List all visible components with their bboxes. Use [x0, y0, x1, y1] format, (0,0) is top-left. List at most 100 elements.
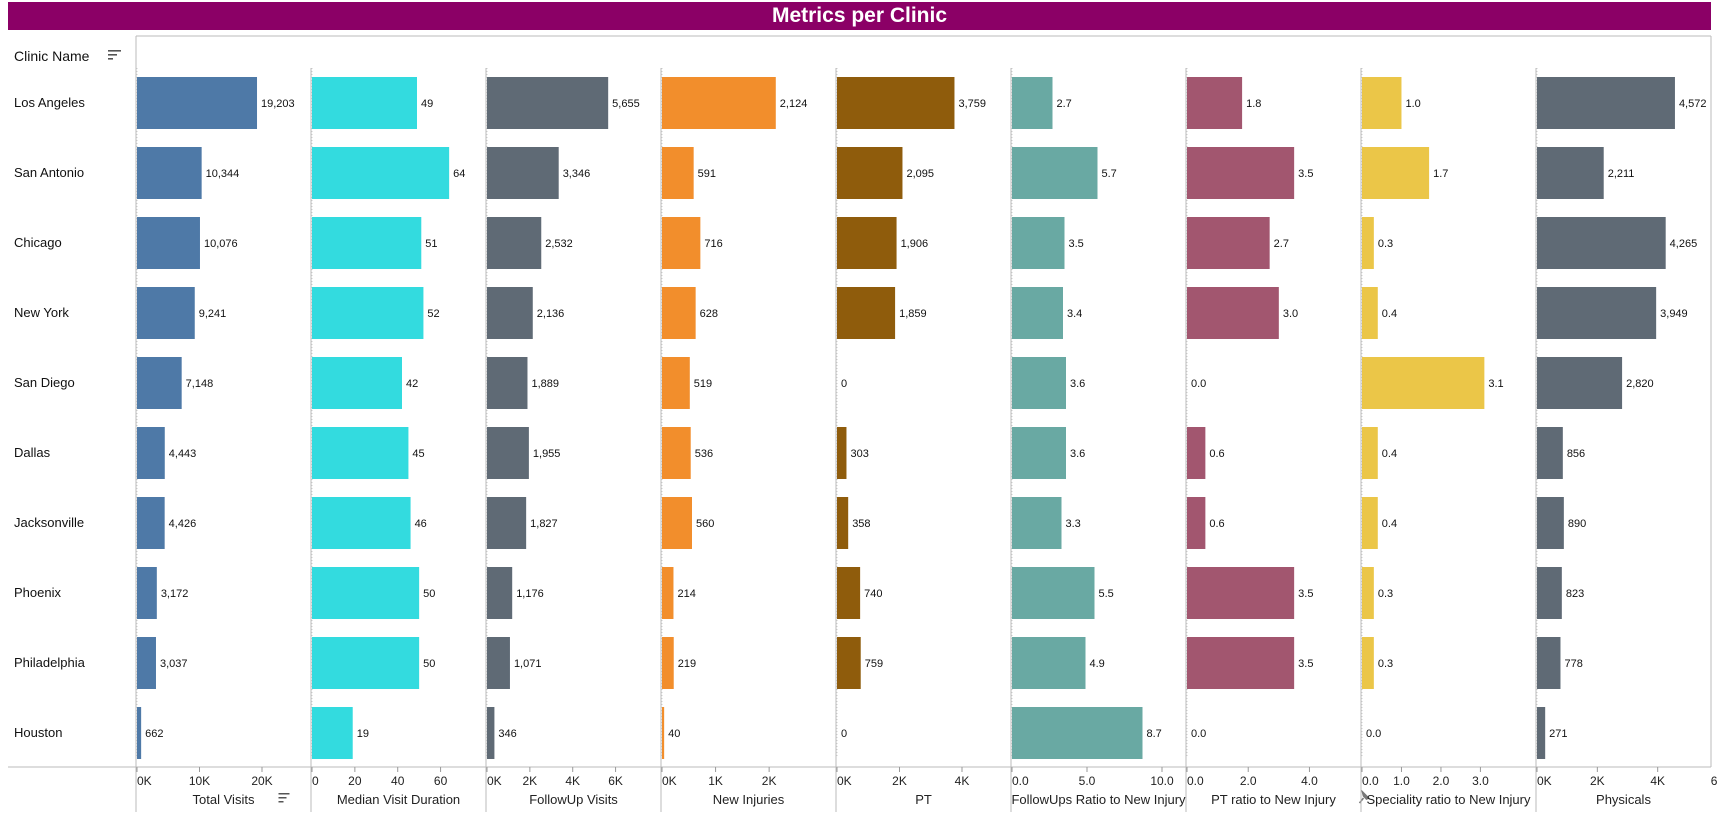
bar[interactable] — [837, 147, 903, 199]
bar[interactable] — [1187, 567, 1295, 619]
bar[interactable] — [1012, 707, 1143, 759]
bar[interactable] — [487, 567, 513, 619]
bar[interactable] — [1362, 77, 1402, 129]
bar[interactable] — [1537, 147, 1604, 199]
tick-label: 0 — [312, 774, 319, 788]
bar[interactable] — [662, 77, 776, 129]
bar[interactable] — [1362, 497, 1378, 549]
bar[interactable] — [487, 637, 510, 689]
bar[interactable] — [1187, 77, 1243, 129]
bar[interactable] — [312, 357, 402, 409]
bar[interactable] — [1012, 637, 1086, 689]
bar[interactable] — [312, 287, 424, 339]
bar[interactable] — [1012, 287, 1063, 339]
bar[interactable] — [487, 287, 533, 339]
bar[interactable] — [1362, 147, 1430, 199]
bar[interactable] — [1362, 287, 1378, 339]
bar[interactable] — [837, 497, 849, 549]
bar[interactable] — [837, 287, 896, 339]
bar[interactable] — [662, 357, 690, 409]
bar[interactable] — [312, 77, 417, 129]
data-label: 52 — [427, 308, 439, 320]
bar[interactable] — [662, 287, 696, 339]
bar[interactable] — [1012, 77, 1053, 129]
bar[interactable] — [662, 217, 701, 269]
bar[interactable] — [1362, 357, 1485, 409]
tick-label: 20 — [348, 774, 362, 788]
bar[interactable] — [1537, 77, 1675, 129]
bar[interactable] — [837, 77, 955, 129]
bar[interactable] — [1537, 497, 1564, 549]
bar[interactable] — [662, 427, 691, 479]
bar[interactable] — [312, 497, 411, 549]
bar[interactable] — [1362, 567, 1374, 619]
bar[interactable] — [312, 147, 450, 199]
bar[interactable] — [1537, 287, 1657, 339]
bar[interactable] — [137, 637, 156, 689]
bar[interactable] — [1012, 497, 1062, 549]
bar[interactable] — [1187, 497, 1206, 549]
bar[interactable] — [137, 77, 258, 129]
bar[interactable] — [312, 637, 420, 689]
bar[interactable] — [137, 427, 165, 479]
bar[interactable] — [1537, 707, 1546, 759]
sort-descending-icon[interactable] — [108, 49, 121, 61]
tick-label: 0K — [662, 774, 677, 788]
bar[interactable] — [1537, 637, 1561, 689]
bar[interactable] — [1362, 217, 1374, 269]
row-label-philadelphia: Philadelphia — [14, 655, 85, 670]
bar[interactable] — [662, 147, 694, 199]
bar[interactable] — [487, 357, 528, 409]
bar[interactable] — [487, 707, 495, 759]
bar[interactable] — [1187, 217, 1270, 269]
bar[interactable] — [837, 217, 897, 269]
bar[interactable] — [137, 287, 195, 339]
bar[interactable] — [137, 497, 165, 549]
bar[interactable] — [662, 567, 674, 619]
bar[interactable] — [487, 147, 559, 199]
bar[interactable] — [1537, 357, 1623, 409]
bar[interactable] — [487, 427, 529, 479]
bar[interactable] — [487, 77, 609, 129]
bar[interactable] — [1187, 287, 1279, 339]
bar[interactable] — [1012, 217, 1065, 269]
bar[interactable] — [1187, 427, 1206, 479]
bar[interactable] — [312, 217, 422, 269]
data-label: 3,037 — [160, 658, 188, 670]
bar[interactable] — [1537, 217, 1666, 269]
bar[interactable] — [137, 217, 200, 269]
bar[interactable] — [1537, 567, 1562, 619]
bar[interactable] — [1187, 637, 1295, 689]
bar[interactable] — [312, 427, 409, 479]
bar[interactable] — [1012, 427, 1066, 479]
axis-title: New Injuries — [713, 792, 785, 807]
bar[interactable] — [137, 357, 182, 409]
data-label: 3.5 — [1298, 168, 1313, 180]
bar[interactable] — [837, 637, 861, 689]
bar[interactable] — [1537, 427, 1563, 479]
data-label: 0.0 — [1191, 378, 1206, 390]
bar[interactable] — [1362, 637, 1374, 689]
tick-label: 1.0 — [1393, 774, 1410, 788]
bar[interactable] — [487, 497, 527, 549]
bar[interactable] — [837, 427, 847, 479]
bar[interactable] — [837, 567, 861, 619]
bar[interactable] — [487, 217, 542, 269]
bar[interactable] — [662, 497, 692, 549]
bar[interactable] — [312, 707, 353, 759]
bar[interactable] — [137, 707, 142, 759]
bar[interactable] — [137, 147, 202, 199]
bar[interactable] — [137, 567, 157, 619]
sort-descending-icon[interactable] — [278, 793, 290, 803]
tick-label: 0K — [837, 774, 852, 788]
bar[interactable] — [312, 567, 420, 619]
bar[interactable] — [1012, 357, 1066, 409]
bar[interactable] — [1012, 567, 1095, 619]
bar[interactable] — [662, 637, 674, 689]
bar[interactable] — [1362, 427, 1378, 479]
bar[interactable] — [1012, 147, 1098, 199]
axis-title: FollowUps Ratio to New Injury — [1011, 792, 1186, 807]
panel-total-visits: 19,203 10,344 10,076 9,241 7,148 4,443 4,426 3,… — [136, 68, 295, 807]
bar[interactable] — [1187, 147, 1295, 199]
bar[interactable] — [662, 707, 665, 759]
